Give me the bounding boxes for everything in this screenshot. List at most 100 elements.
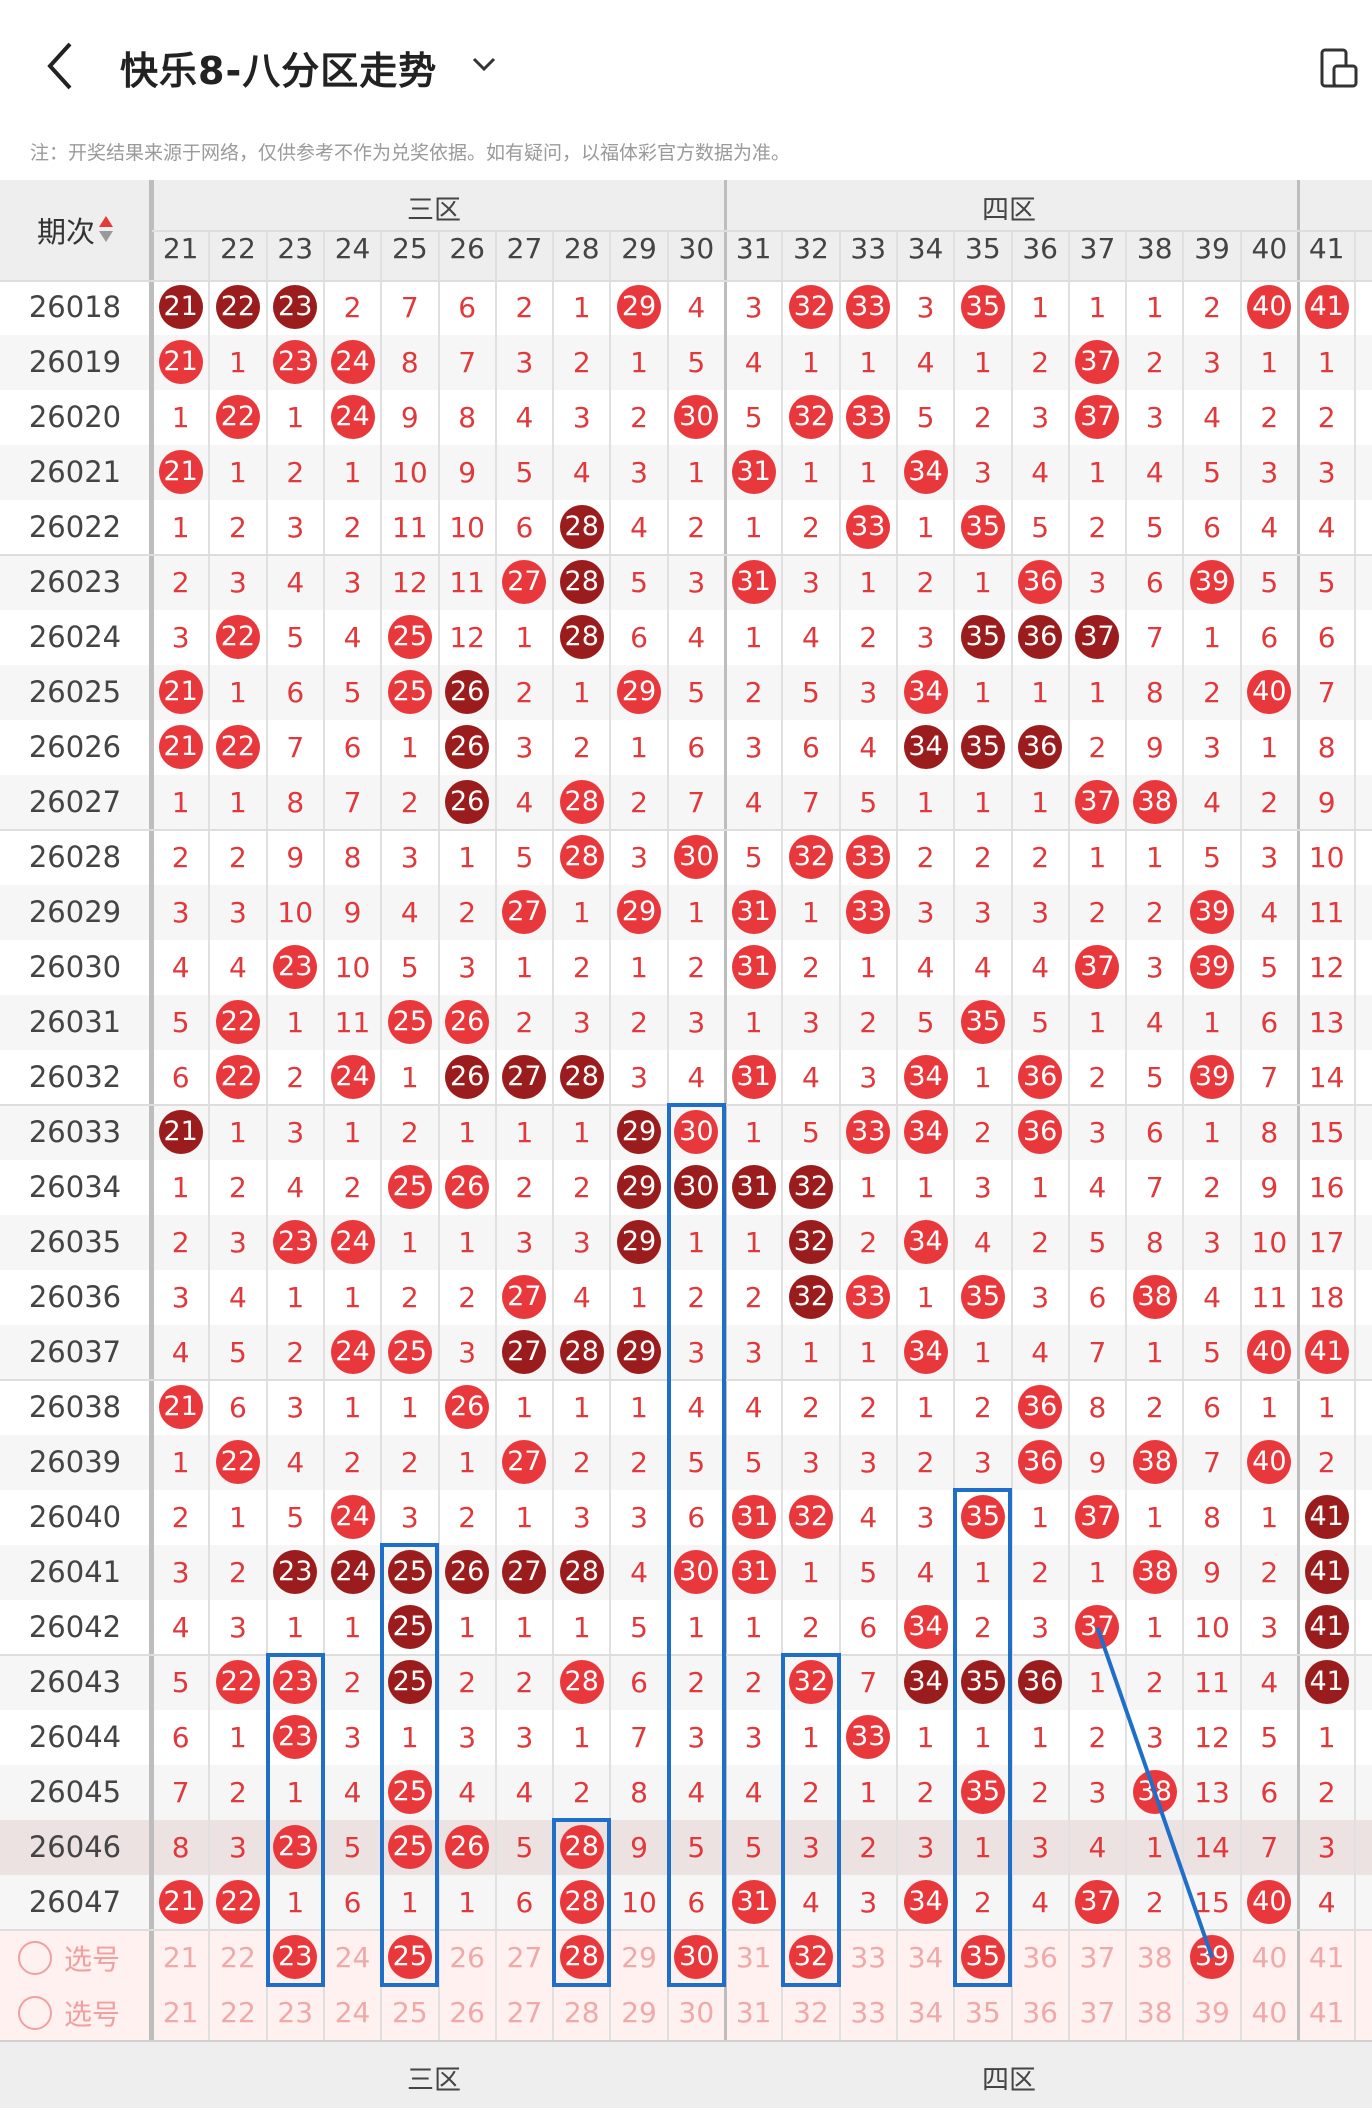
drawn-number-ball: 21 xyxy=(158,670,203,714)
trend-cell: 4 xyxy=(1031,1886,1050,1919)
trend-cell: 29 xyxy=(610,280,667,335)
trend-cell: 2 xyxy=(687,1281,706,1314)
trend-cell[interactable]: 28 xyxy=(553,1930,610,1985)
drawn-number-ball: 29 xyxy=(617,1165,662,1209)
trend-cell: 1 xyxy=(400,1061,419,1094)
trend-cell: 40 xyxy=(1241,1875,1298,1930)
trend-cell: 1 xyxy=(343,456,362,489)
trend-cell: 11 xyxy=(1251,1281,1288,1314)
trend-cell: 2 xyxy=(1088,1721,1107,1754)
trend-cell: 4 xyxy=(1317,1886,1336,1919)
trend-cell[interactable]: 32 xyxy=(782,1930,839,1985)
trend-cell: 11 xyxy=(1308,896,1345,929)
period-number: 26038 xyxy=(28,1390,122,1424)
trend-cell: 1 xyxy=(630,951,648,984)
trend-cell[interactable]: 33 xyxy=(850,1941,887,1974)
trend-cell: 3 xyxy=(1031,1831,1050,1864)
drawn-number-ball: 27 xyxy=(502,890,547,934)
trend-cell: 4 xyxy=(973,951,992,984)
trend-cell: 3 xyxy=(286,1391,305,1424)
column-header: 33 xyxy=(850,232,887,265)
trend-cell: 2 xyxy=(229,841,247,874)
trend-cell: 32 xyxy=(782,280,839,335)
trend-cell: 7 xyxy=(630,1721,648,1754)
trend-cell: 6 xyxy=(515,511,534,544)
trend-cell: 5 xyxy=(1203,841,1221,874)
trend-cell: 2 xyxy=(802,1391,820,1424)
drawn-number-ball: 41 xyxy=(1304,285,1349,329)
trend-cell: 23 xyxy=(267,940,324,995)
trend-cell: 2 xyxy=(343,1666,362,1699)
period-number: 26027 xyxy=(28,785,122,819)
trend-cell[interactable]: 34 xyxy=(907,1941,944,1974)
trend-cell: 2 xyxy=(1317,401,1336,434)
trend-cell: 36 xyxy=(1012,720,1069,775)
drawn-number-ball: 41 xyxy=(1304,1330,1349,1374)
drawn-number-ball: 27 xyxy=(502,560,547,604)
trend-cell[interactable]: 27 xyxy=(506,1941,543,1974)
sort-icon[interactable] xyxy=(99,216,113,244)
trend-cell[interactable]: 23 xyxy=(267,1930,324,1985)
drawn-number-ball: 26 xyxy=(445,1000,490,1044)
trend-cell[interactable]: 35 xyxy=(954,1930,1011,1985)
pick-row-label[interactable]: 选号 xyxy=(18,1930,148,1985)
period-header[interactable]: 期次 xyxy=(0,180,150,280)
trend-cell[interactable]: 21 xyxy=(162,1941,199,1974)
column-header: 34 xyxy=(907,232,944,265)
trend-cell[interactable]: 37 xyxy=(1079,1941,1116,1974)
trend-cell[interactable]: 31 xyxy=(735,1941,772,1974)
trend-cell: 6 xyxy=(859,1611,878,1644)
drawn-number-ball[interactable]: 35 xyxy=(960,1935,1005,1979)
period-number: 26031 xyxy=(28,1005,122,1039)
drawn-number-ball[interactable]: 25 xyxy=(387,1935,432,1979)
trend-cell[interactable]: 26 xyxy=(449,1941,485,1974)
trend-cell[interactable]: 24 xyxy=(334,1941,371,1974)
table-row: 26024 3 22 5 4 25 12 1 28 6 4 1 4 2 3 35 36 37 7 1 6 6 xyxy=(0,610,1372,665)
trend-cell: 4 xyxy=(572,1281,591,1314)
device-switch-icon[interactable] xyxy=(1318,48,1360,90)
drawn-number-ball: 41 xyxy=(1304,1495,1349,1539)
trend-cell: 1 xyxy=(572,1721,591,1754)
trend-cell: 5 xyxy=(286,1501,305,1534)
trend-cell[interactable]: 22 xyxy=(220,1941,256,1974)
trend-cell: 36 xyxy=(1012,610,1069,665)
drawn-number-ball[interactable]: 32 xyxy=(788,1935,833,1979)
table-row: 26027 1 1 8 7 2 26 4 28 2 7 4 7 5 1 1 1 37 38 4 2 9 xyxy=(0,775,1372,830)
trend-cell: 3 xyxy=(1031,896,1050,929)
trend-cell: 28 xyxy=(553,500,610,555)
trend-cell: 1 xyxy=(1145,1831,1164,1864)
back-arrow-icon[interactable] xyxy=(42,38,82,94)
drawn-number-ball: 25 xyxy=(387,1550,432,1594)
drawn-number-ball: 37 xyxy=(1075,615,1120,659)
radio-circle-icon[interactable] xyxy=(18,1940,52,1975)
trend-cell: 3 xyxy=(458,1721,477,1754)
trend-cell: 2 xyxy=(400,786,419,819)
trend-cell: 23 xyxy=(267,1215,324,1270)
trend-cell: 12 xyxy=(449,621,485,654)
trend-cell: 3 xyxy=(229,1831,247,1864)
drawn-number-ball: 28 xyxy=(559,560,604,604)
trend-cell: 3 xyxy=(1145,1721,1164,1754)
drawn-number-ball[interactable]: 30 xyxy=(674,1935,719,1979)
trend-cell[interactable]: 36 xyxy=(1022,1941,1058,1974)
drawn-number-ball[interactable]: 23 xyxy=(273,1935,318,1979)
drawn-number-ball: 34 xyxy=(903,1055,948,1099)
trend-cell: 4 xyxy=(1031,1336,1050,1369)
trend-cell[interactable]: 30 xyxy=(668,1930,725,1985)
trend-cell: 33 xyxy=(840,830,897,885)
trend-cell: 27 xyxy=(496,1270,553,1325)
trend-cell: 2 xyxy=(744,676,763,709)
drawn-number-ball: 21 xyxy=(158,1110,203,1154)
trend-cell[interactable]: 29 xyxy=(621,1941,657,1974)
drawn-number-ball[interactable]: 28 xyxy=(559,1935,604,1979)
drawn-number-ball: 31 xyxy=(731,1880,776,1924)
trend-cell: 8 xyxy=(343,841,362,874)
trend-cell: 3 xyxy=(1260,456,1279,489)
drawn-number-ball: 23 xyxy=(273,1660,318,1704)
chevron-down-icon[interactable] xyxy=(470,54,498,74)
drawn-number-ball: 31 xyxy=(731,560,776,604)
trend-cell: 1 xyxy=(1145,1336,1164,1369)
trend-cell[interactable]: 25 xyxy=(381,1930,438,1985)
drawn-number-ball: 38 xyxy=(1132,1550,1177,1594)
trend-cell: 33 xyxy=(840,1270,897,1325)
